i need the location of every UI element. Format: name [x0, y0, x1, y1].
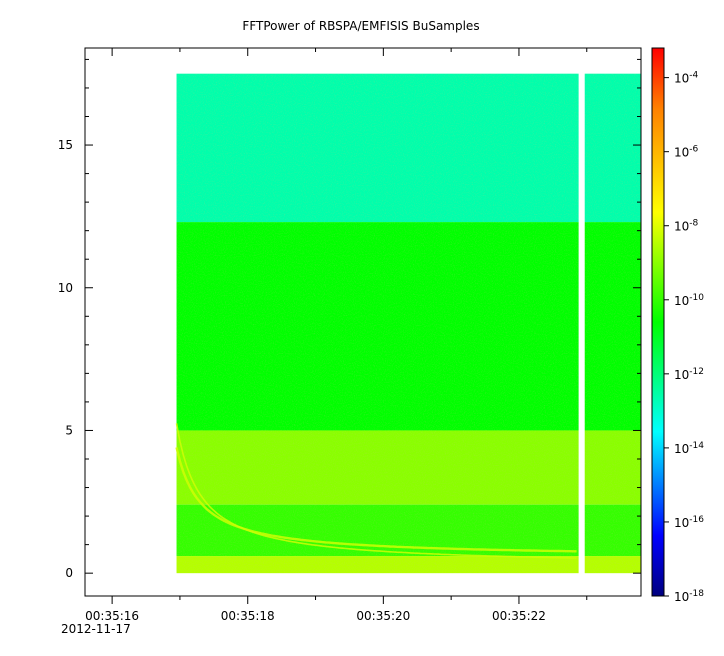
colorbar-tick-label: 10-8 — [674, 219, 699, 234]
colorbar-axis: 10-4 10-6 10-8 10-10 10-12 10-14 10-16 10-18 — [664, 71, 704, 604]
x-tick-label: 00:35:16 — [85, 609, 139, 623]
plot-border — [84, 47, 642, 597]
x-axis: 00:35:16 00:35:18 00:35:20 00:35:22 — [85, 48, 588, 623]
colorbar-tick-label: 10-4 — [674, 71, 699, 86]
colorbar-tick-label: 10-18 — [674, 589, 704, 604]
noise-texture — [176, 73, 641, 574]
y-tick-label: 15 — [58, 138, 73, 152]
colorbar — [651, 47, 665, 597]
data-gap — [578, 72, 585, 575]
y-axis: 0 5 10 15 — [58, 58, 641, 580]
colorbar-tick-label: 10-14 — [674, 441, 704, 456]
colorbar-tick-label: 10-6 — [674, 145, 699, 160]
x-date-label: 2012-11-17 — [61, 622, 131, 636]
y-tick-label: 10 — [58, 281, 73, 295]
chart-title: FFTPower of RBSPA/EMFISIS BuSamples — [242, 19, 479, 33]
y-tick-label: 5 — [65, 423, 73, 437]
x-tick-label: 00:35:20 — [356, 609, 410, 623]
colorbar-tick-label: 10-10 — [674, 293, 704, 308]
x-tick-label: 00:35:22 — [492, 609, 546, 623]
colorbar-tick-label: 10-12 — [674, 367, 704, 382]
y-tick-label: 0 — [65, 566, 73, 580]
colorbar-tick-label: 10-16 — [674, 515, 704, 530]
x-tick-label: 00:35:18 — [221, 609, 275, 623]
